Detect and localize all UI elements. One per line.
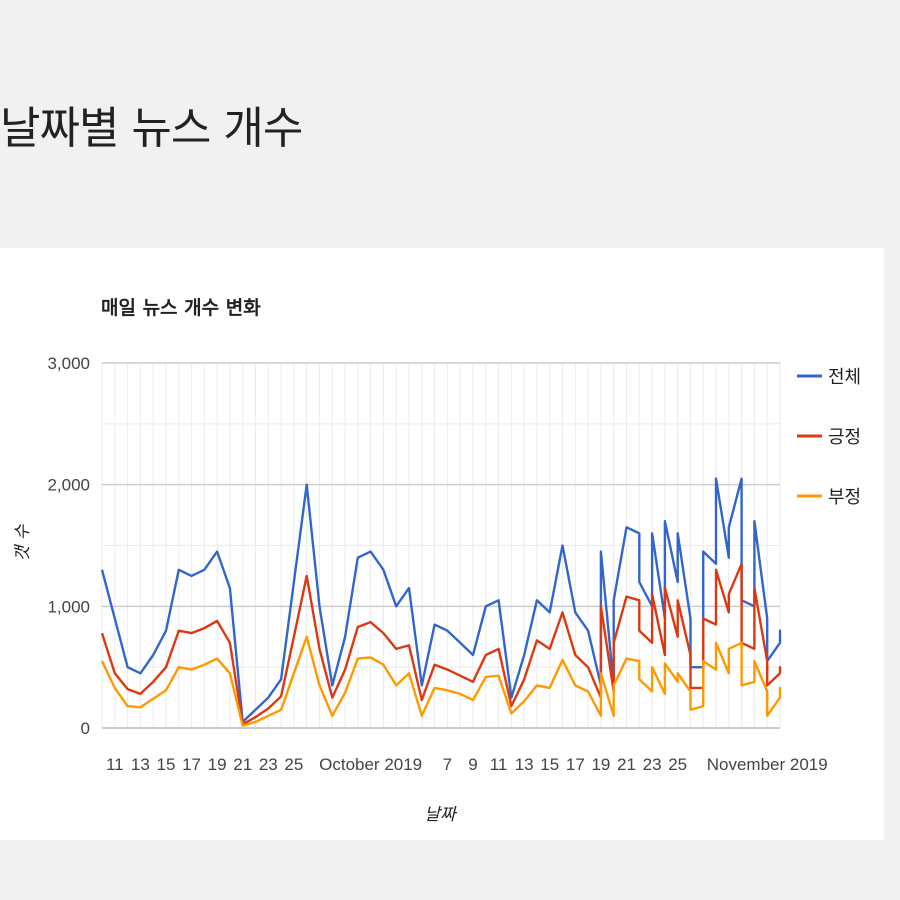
series-lines xyxy=(100,477,782,727)
legend-label: 부정 xyxy=(828,487,861,508)
series-line-긍정 xyxy=(100,562,782,726)
x-tick-label: November 2019 xyxy=(707,755,828,774)
x-tick-label: 15 xyxy=(157,755,176,774)
x-tick-label: 21 xyxy=(617,755,636,774)
x-tick-label: 23 xyxy=(259,755,278,774)
x-tick-label: 17 xyxy=(182,755,201,774)
x-tick-label: 23 xyxy=(643,755,662,774)
x-tick-label: 19 xyxy=(208,755,227,774)
major-grid xyxy=(102,362,780,729)
x-tick-label: 9 xyxy=(468,755,477,774)
legend-label: 긍정 xyxy=(828,427,861,448)
legend-label: 전체 xyxy=(828,367,861,388)
x-tick-label: 25 xyxy=(284,755,303,774)
x-tick-label: 19 xyxy=(591,755,610,774)
x-tick-label: 25 xyxy=(668,755,687,774)
x-tick-label: 15 xyxy=(540,755,559,774)
line-chart: 매일 뉴스 개수 변화 0 1,000 2,000 3,000 11 13 15 17 19 2… xyxy=(13,297,861,825)
x-tick-label: 13 xyxy=(131,755,150,774)
chart-title: 매일 뉴스 개수 변화 xyxy=(101,297,261,319)
x-axis-title: 날짜 xyxy=(424,805,458,825)
page-title: 날짜별 뉴스 개수 xyxy=(0,103,303,154)
x-axis-ticks: 11 13 15 17 19 21 23 25 October 2019 7 9 11 13 15 17 19… xyxy=(106,755,828,774)
x-tick-label: 21 xyxy=(233,755,252,774)
series-line-부정 xyxy=(100,635,782,727)
x-tick-label: 13 xyxy=(515,755,534,774)
x-tick-label: 7 xyxy=(443,755,452,774)
x-tick-label: 11 xyxy=(106,755,124,774)
series-line-전체 xyxy=(100,477,782,724)
y-tick-label: 3,000 xyxy=(47,354,90,373)
x-tick-label: October 2019 xyxy=(319,755,422,774)
x-tick-label: 11 xyxy=(490,755,508,774)
x-tick-label: 17 xyxy=(566,755,585,774)
y-axis-title: 갯 수 xyxy=(13,523,33,561)
chart-card: 매일 뉴스 개수 변화 0 1,000 2,000 3,000 11 13 15 17 19 2… xyxy=(0,248,884,840)
y-tick-label: 1,000 xyxy=(47,597,90,616)
y-axis-ticks: 0 1,000 2,000 3,000 xyxy=(47,354,90,738)
y-tick-label: 0 xyxy=(81,719,90,738)
y-tick-label: 2,000 xyxy=(47,476,90,495)
